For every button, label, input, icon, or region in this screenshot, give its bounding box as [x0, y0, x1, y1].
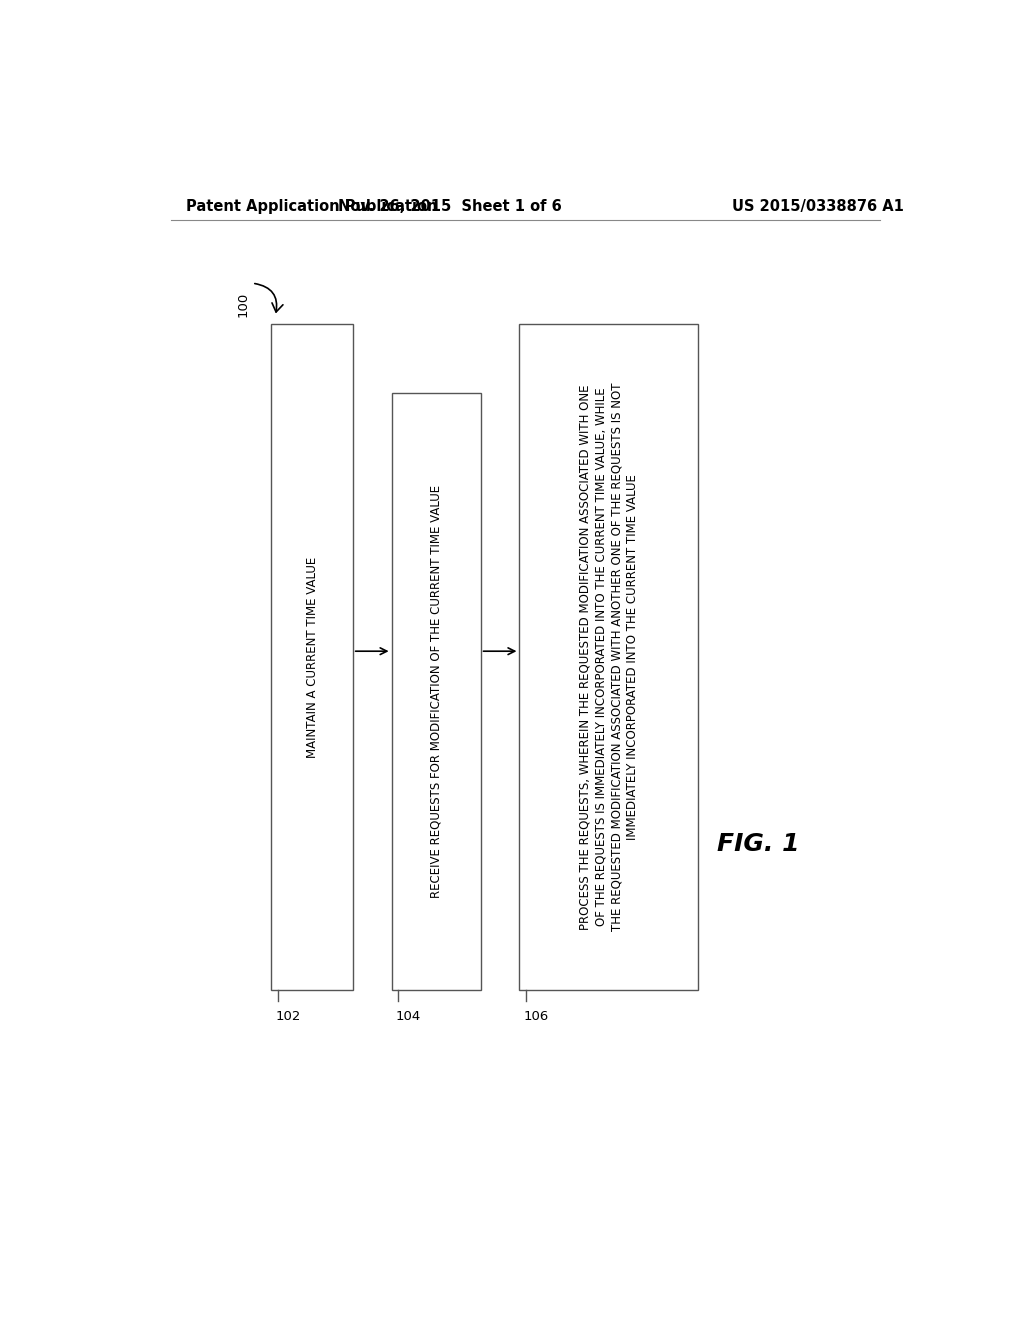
Bar — [271, 323, 352, 990]
Text: MAINTAIN A CURRENT TIME VALUE: MAINTAIN A CURRENT TIME VALUE — [305, 556, 318, 758]
FancyArrowPatch shape — [255, 284, 283, 312]
Text: 104: 104 — [395, 1010, 421, 1023]
Text: US 2015/0338876 A1: US 2015/0338876 A1 — [732, 199, 904, 214]
Text: RECEIVE REQUESTS FOR MODIFICATION OF THE CURRENT TIME VALUE: RECEIVE REQUESTS FOR MODIFICATION OF THE… — [429, 484, 442, 898]
Text: Nov. 26, 2015  Sheet 1 of 6: Nov. 26, 2015 Sheet 1 of 6 — [338, 199, 561, 214]
Text: 106: 106 — [523, 1010, 549, 1023]
Bar — [391, 393, 480, 990]
Text: Patent Application Publication: Patent Application Publication — [186, 199, 437, 214]
Text: 102: 102 — [275, 1010, 301, 1023]
Text: FIG. 1: FIG. 1 — [717, 832, 800, 855]
Bar — [519, 323, 697, 990]
Text: 100: 100 — [237, 292, 249, 317]
Text: PROCESS THE REQUESTS, WHEREIN THE REQUESTED MODIFICATION ASSOCIATED WITH ONE
OF : PROCESS THE REQUESTS, WHEREIN THE REQUES… — [578, 383, 639, 931]
